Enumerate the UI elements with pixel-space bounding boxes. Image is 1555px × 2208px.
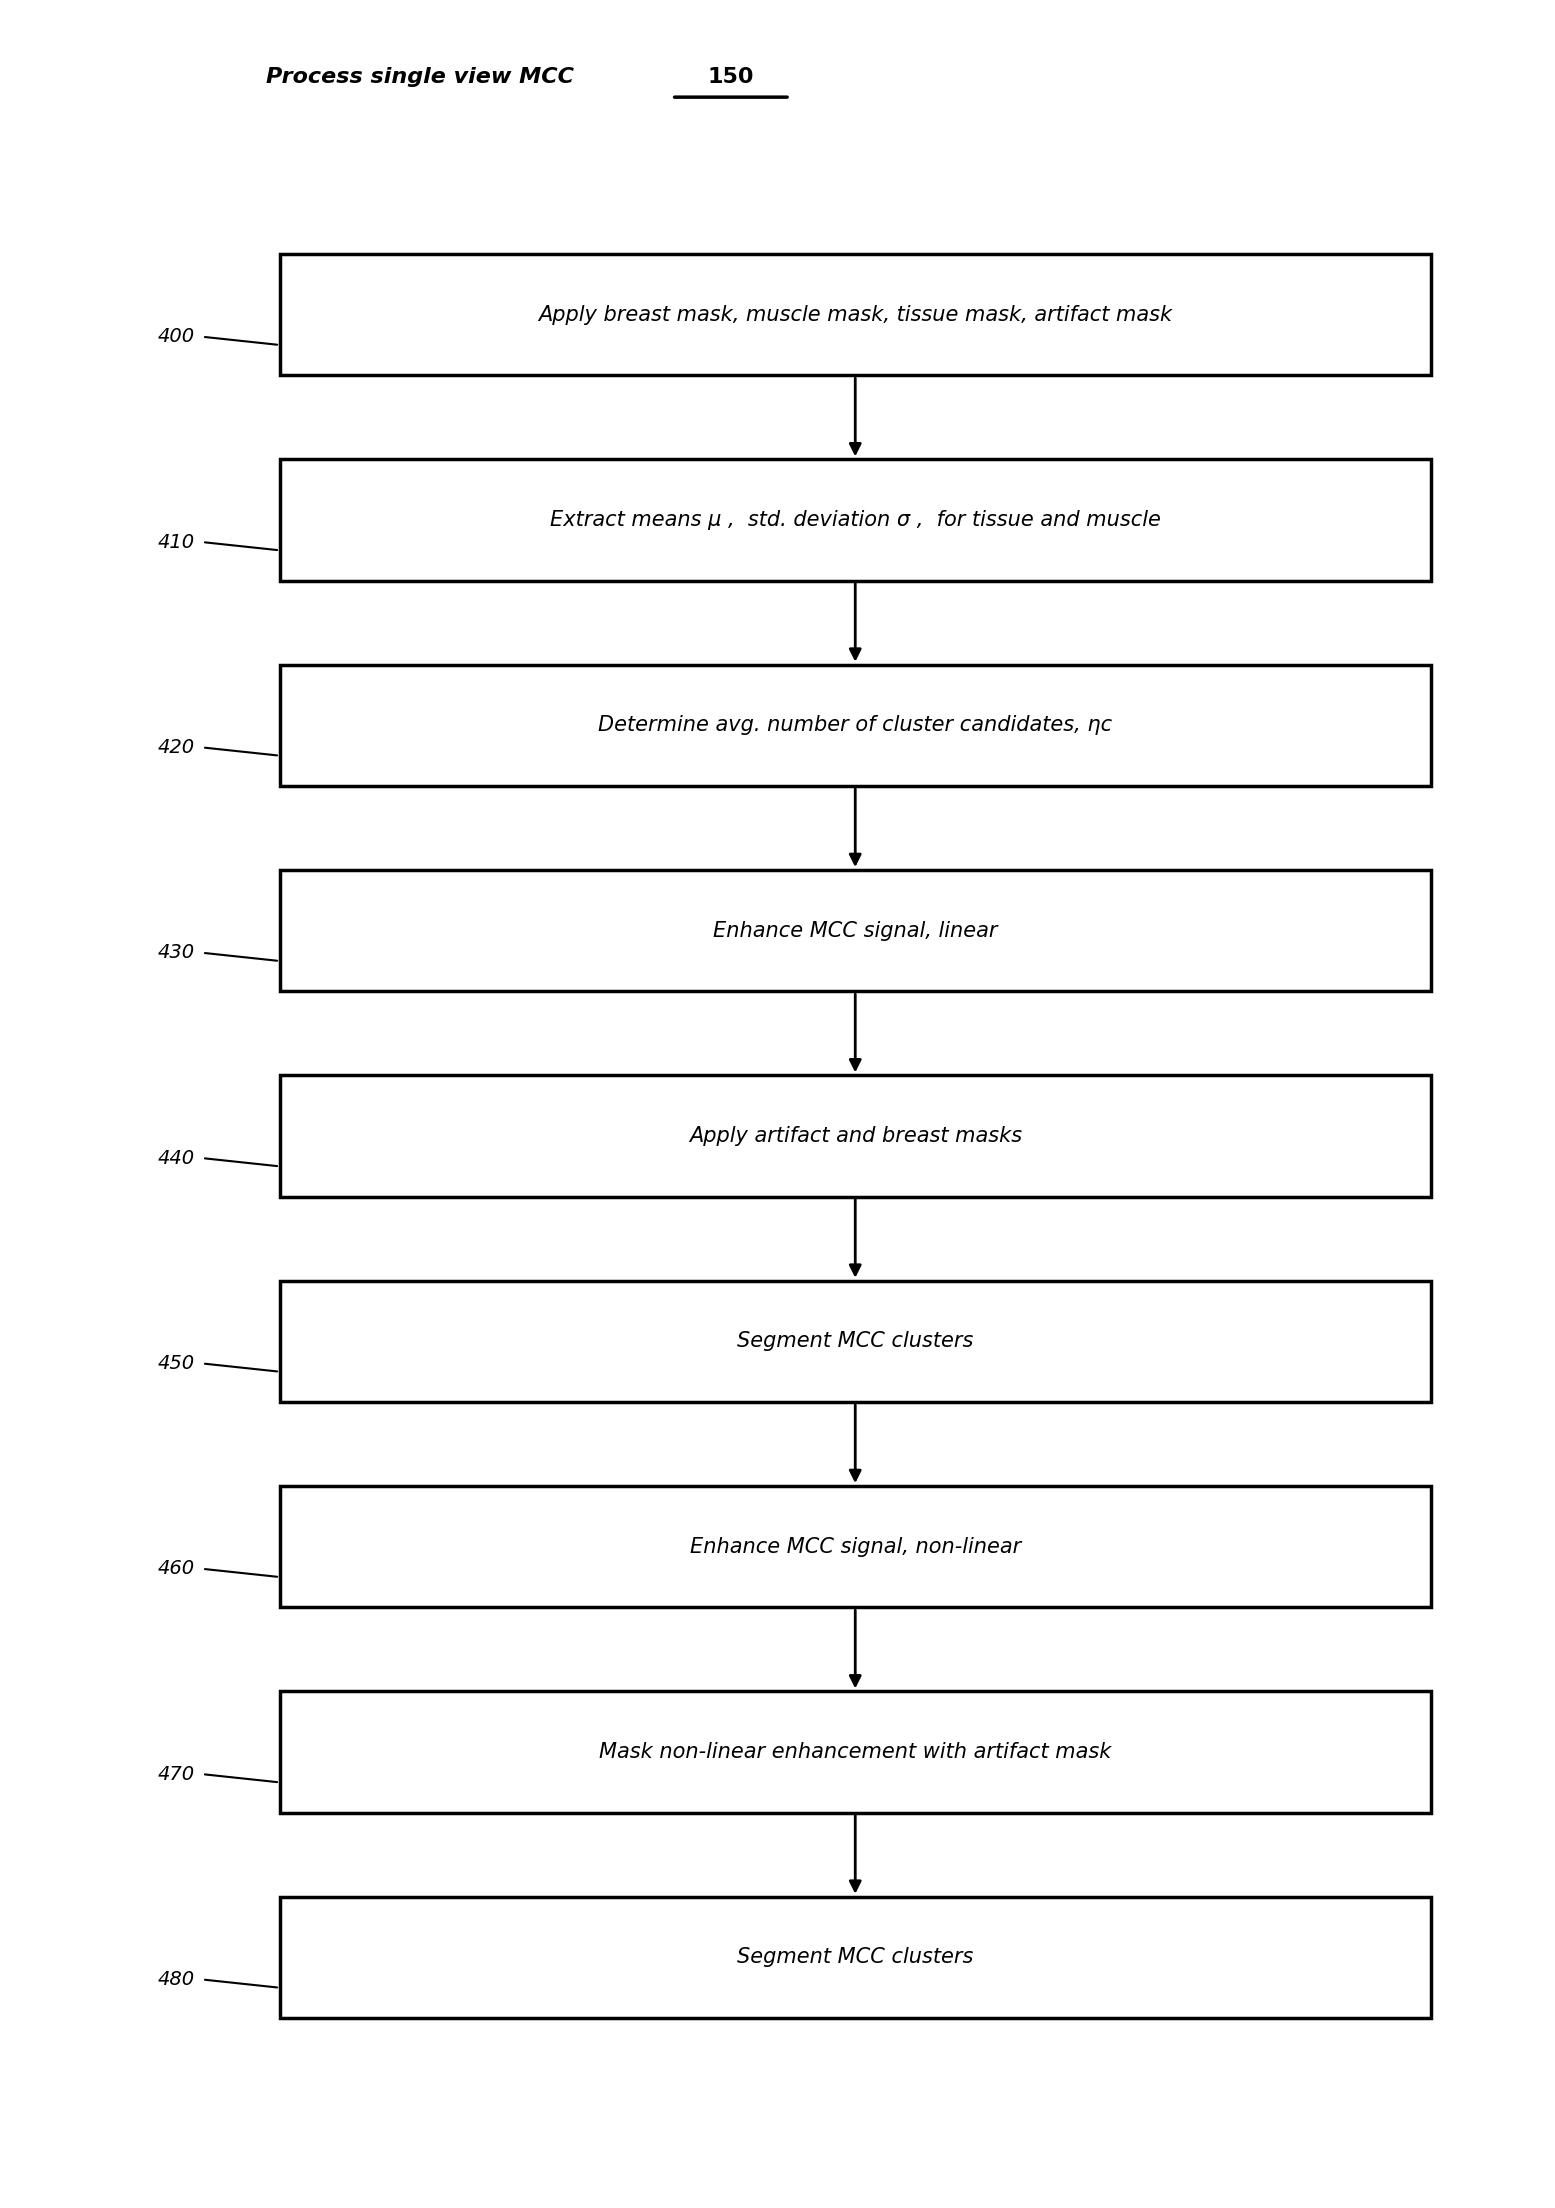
Text: 430: 430: [157, 943, 194, 963]
Text: 460: 460: [157, 1559, 194, 1579]
Text: 400: 400: [157, 327, 194, 347]
Text: Mask non-linear enhancement with artifact mask: Mask non-linear enhancement with artifac…: [599, 1742, 1112, 1762]
FancyBboxPatch shape: [280, 459, 1431, 581]
Text: Determine avg. number of cluster candidates, ηc: Determine avg. number of cluster candida…: [599, 715, 1112, 735]
Text: 480: 480: [157, 1970, 194, 1989]
FancyBboxPatch shape: [280, 1486, 1431, 1607]
Text: Segment MCC clusters: Segment MCC clusters: [737, 1947, 973, 1967]
Text: Apply artifact and breast masks: Apply artifact and breast masks: [689, 1126, 1022, 1146]
Text: Process single view MCC: Process single view MCC: [266, 66, 574, 88]
Text: Extract means μ ,  std. deviation σ ,  for tissue and muscle: Extract means μ , std. deviation σ , for…: [550, 510, 1160, 530]
FancyBboxPatch shape: [280, 1281, 1431, 1402]
FancyBboxPatch shape: [280, 1691, 1431, 1813]
FancyBboxPatch shape: [280, 1897, 1431, 2018]
Text: 150: 150: [708, 66, 754, 88]
FancyBboxPatch shape: [280, 870, 1431, 991]
Text: 410: 410: [157, 532, 194, 552]
Text: 470: 470: [157, 1764, 194, 1784]
FancyBboxPatch shape: [280, 254, 1431, 375]
Text: Segment MCC clusters: Segment MCC clusters: [737, 1331, 973, 1351]
Text: 450: 450: [157, 1354, 194, 1373]
Text: 440: 440: [157, 1148, 194, 1168]
FancyBboxPatch shape: [280, 1075, 1431, 1197]
Text: 420: 420: [157, 737, 194, 757]
FancyBboxPatch shape: [280, 665, 1431, 786]
Text: Enhance MCC signal, non-linear: Enhance MCC signal, non-linear: [689, 1537, 1022, 1557]
Text: Apply breast mask, muscle mask, tissue mask, artifact mask: Apply breast mask, muscle mask, tissue m…: [538, 305, 1172, 325]
Text: Enhance MCC signal, linear: Enhance MCC signal, linear: [714, 921, 997, 941]
